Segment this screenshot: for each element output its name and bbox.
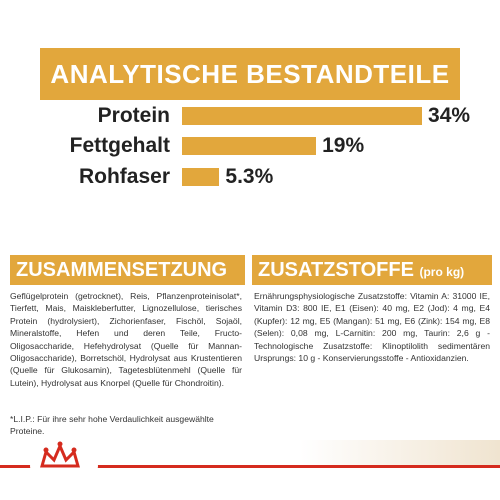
value-label: 34%	[428, 104, 471, 127]
composition-note: *L.I.P.: Für ihre sehr hohe Verdaulichke…	[10, 414, 214, 437]
additives-text: Ernährungsphysiologische Zusatzstoffe: V…	[254, 291, 490, 364]
category-label: Rohfaser	[78, 165, 170, 188]
chart: Protein 34% Fettgehalt 19% Rohfaser 5.3%	[0, 0, 500, 200]
header-title: ANALYTISCHE BESTANDTEILE	[40, 48, 460, 100]
category-label: Protein	[97, 104, 170, 127]
footer-logo	[0, 440, 500, 482]
additives-header: ZUSATZSTOFFE (pro kg)	[252, 255, 492, 285]
additives-unit: (pro kg)	[419, 265, 465, 279]
value-label: 19%	[322, 134, 365, 157]
bar	[182, 168, 220, 186]
value-label: 5.3%	[225, 165, 274, 188]
composition-title: ZUSAMMENSETZUNG	[10, 255, 245, 285]
category-label: Fettgehalt	[69, 134, 170, 157]
additives-title: ZUSATZSTOFFE	[258, 259, 414, 281]
composition-text: Geflügelprotein (getrocknet), Reis, Pfla…	[10, 291, 242, 388]
bar	[182, 137, 317, 155]
bar	[182, 107, 423, 125]
